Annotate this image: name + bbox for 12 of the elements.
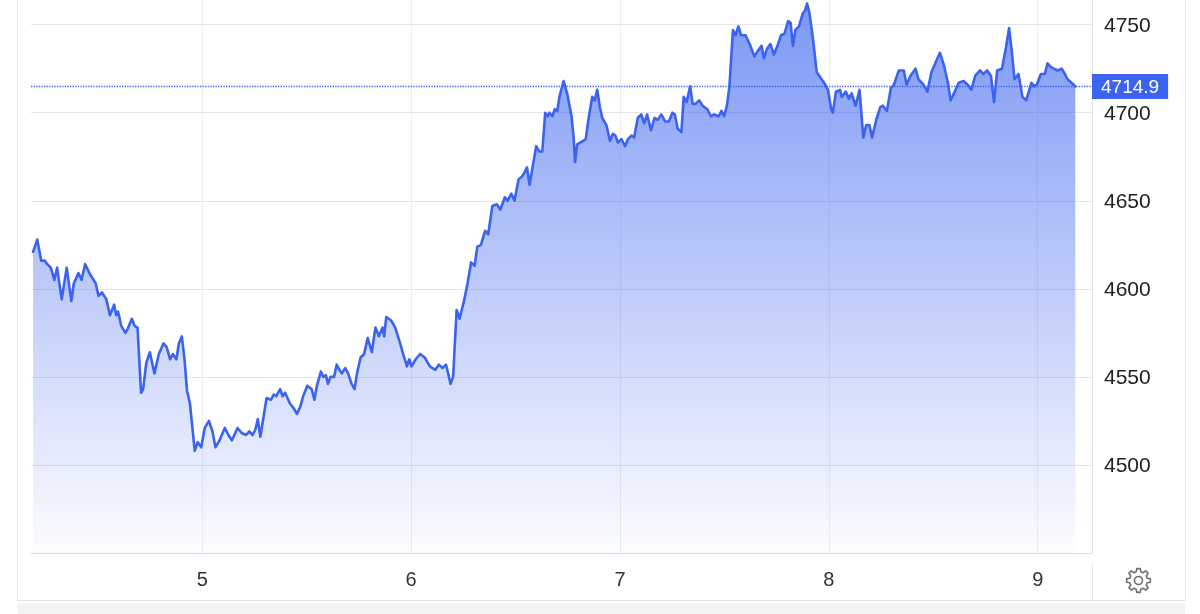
x-tick-label: 9 — [1032, 568, 1044, 590]
x-tick-label: 7 — [614, 568, 626, 590]
y-tick-label: 4550 — [1104, 365, 1151, 389]
y-tick-label: 4700 — [1104, 101, 1151, 125]
x-tick-label: 6 — [405, 568, 417, 590]
x-tick-label: 8 — [823, 568, 835, 590]
y-tick-label: 4500 — [1104, 453, 1151, 477]
x-tick-label: 5 — [196, 568, 208, 590]
ref-line-label: 4714.9 — [1101, 75, 1160, 97]
y-tick-label: 4600 — [1104, 277, 1151, 301]
y-tick-label: 4650 — [1104, 189, 1151, 213]
y-tick-label: 4750 — [1104, 13, 1151, 37]
